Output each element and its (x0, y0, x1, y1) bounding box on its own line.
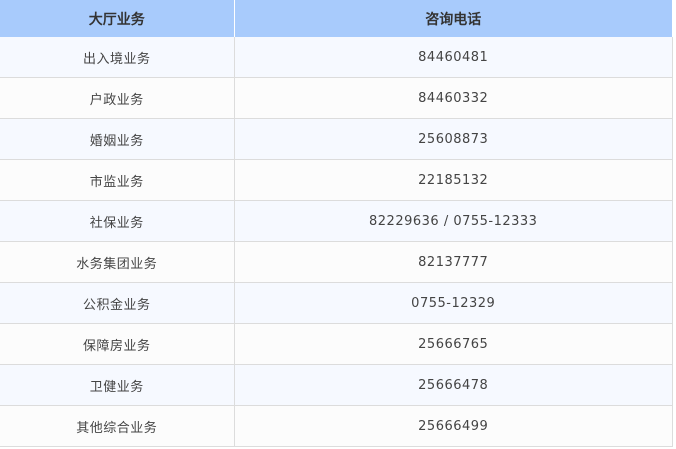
table-row: 户政业务 84460332 (0, 77, 673, 119)
phone-cell: 84460332 (234, 77, 673, 119)
table-row: 婚姻业务 25608873 (0, 118, 673, 160)
table-row: 其他综合业务 25666499 (0, 405, 673, 447)
table-row: 市监业务 22185132 (0, 159, 673, 201)
table-row: 出入境业务 84460481 (0, 37, 673, 78)
phone-cell: 25666499 (234, 405, 673, 447)
service-cell: 水务集团业务 (0, 241, 235, 283)
phone-cell: 84460481 (234, 37, 673, 78)
service-cell: 户政业务 (0, 77, 235, 119)
header-phone: 咨询电话 (234, 0, 673, 37)
service-cell: 婚姻业务 (0, 118, 235, 160)
service-cell: 出入境业务 (0, 37, 235, 78)
service-cell: 公积金业务 (0, 282, 235, 324)
phone-cell: 25666478 (234, 364, 673, 406)
service-cell: 社保业务 (0, 200, 235, 242)
table-row: 卫健业务 25666478 (0, 364, 673, 406)
table-row: 社保业务 82229636 / 0755-12333 (0, 200, 673, 242)
header-service: 大厅业务 (0, 0, 235, 37)
service-cell: 市监业务 (0, 159, 235, 201)
table-row: 公积金业务 0755-12329 (0, 282, 673, 324)
table-row: 水务集团业务 82137777 (0, 241, 673, 283)
phone-cell: 82137777 (234, 241, 673, 283)
phone-cell: 25608873 (234, 118, 673, 160)
table-header: 大厅业务 咨询电话 (0, 0, 673, 37)
service-cell: 保障房业务 (0, 323, 235, 365)
service-cell: 其他综合业务 (0, 405, 235, 447)
phone-cell: 22185132 (234, 159, 673, 201)
service-cell: 卫健业务 (0, 364, 235, 406)
phone-cell: 82229636 / 0755-12333 (234, 200, 673, 242)
table-row: 保障房业务 25666765 (0, 323, 673, 365)
phone-cell: 0755-12329 (234, 282, 673, 324)
phone-cell: 25666765 (234, 323, 673, 365)
